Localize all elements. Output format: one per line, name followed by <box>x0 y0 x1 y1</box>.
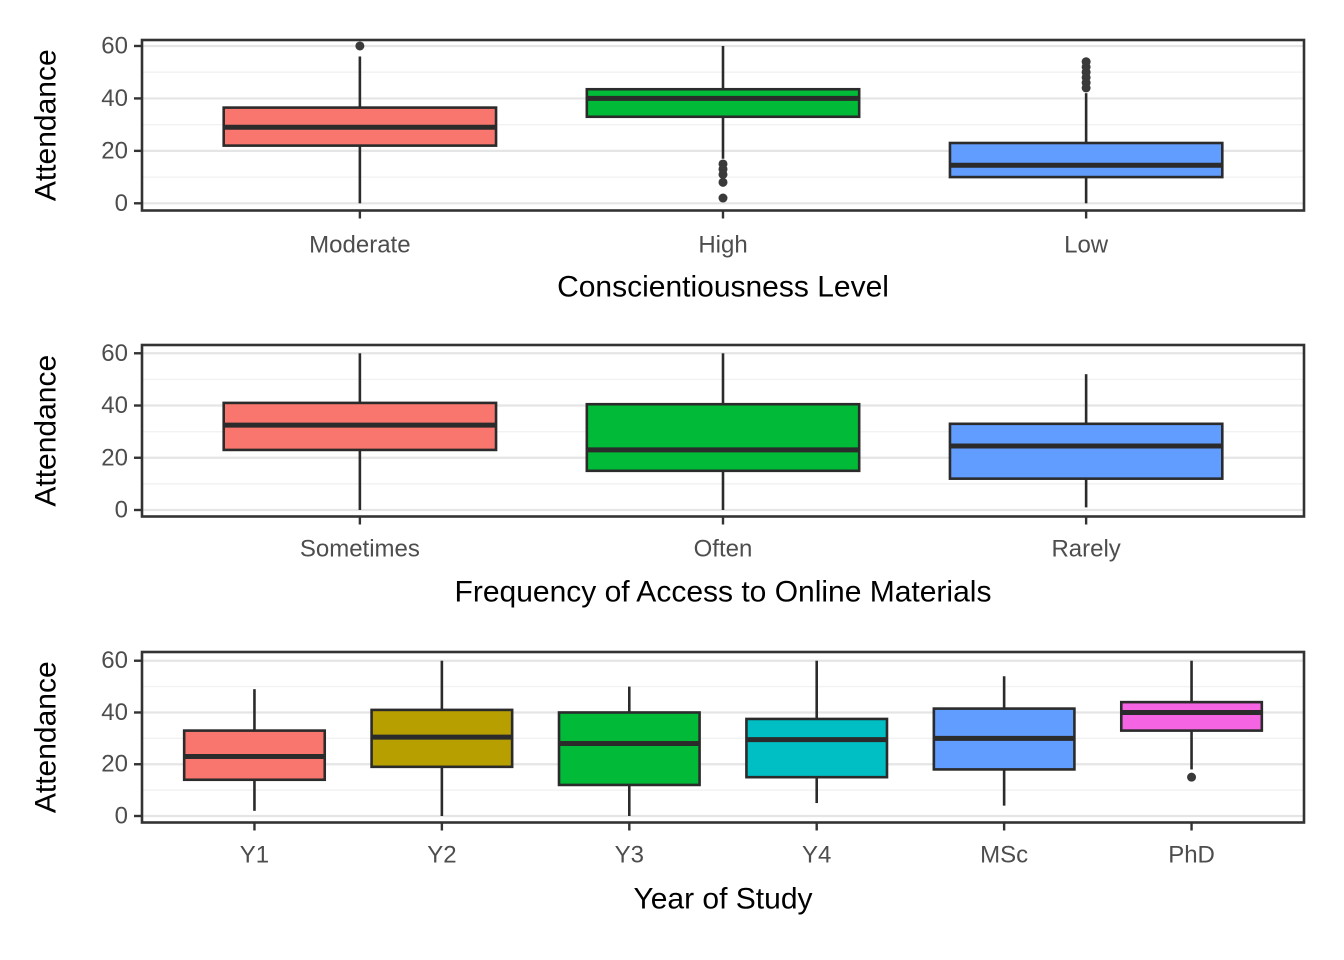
x-tick-label-low: Low <box>1064 232 1109 259</box>
x-tick-label-y2: Y2 <box>427 842 456 869</box>
x-axis-title-year-of-study: Year of Study <box>633 883 812 916</box>
outlier-point-high <box>718 169 728 179</box>
x-tick-label-moderate: Moderate <box>309 232 410 259</box>
x-tick-label-high: High <box>698 232 747 259</box>
box-high <box>585 87 861 119</box>
y-tick-label-0: 0 <box>115 803 128 830</box>
y-tick-label-0: 0 <box>115 190 128 217</box>
box-y3 <box>557 711 701 787</box>
y-axis-title-attendance: Attendance <box>30 661 63 813</box>
y-tick-label-40: 40 <box>101 699 128 726</box>
panel-year-of-study: Y1 Y2 Y3 Y4 MSc PhD 0 20 40 60 Year of Study Attend… <box>30 647 1306 916</box>
box-phd <box>1119 700 1264 732</box>
y-tick-label-60: 60 <box>101 32 128 59</box>
outlier-point-phd <box>1187 772 1197 782</box>
y-axis-title-attendance: Attendance <box>30 49 63 201</box>
panel-border <box>140 38 1306 212</box>
x-tick-label-sometimes: Sometimes <box>300 536 420 563</box>
x-tick-label-y4: Y4 <box>802 842 831 869</box>
y-tick-label-60: 60 <box>101 340 128 367</box>
box-low <box>948 141 1224 179</box>
panel-online-materials-access: Sometimes Often Rarely 0 20 40 60 Frequency of … <box>30 340 1306 609</box>
y-axis-title-attendance: Attendance <box>30 355 63 507</box>
x-tick-label-often: Often <box>694 536 753 563</box>
y-tick-label-0: 0 <box>115 497 128 524</box>
outlier-point-low <box>1081 83 1091 93</box>
y-tick-label-20: 20 <box>101 751 128 778</box>
x-tick-label-phd: PhD <box>1168 842 1215 869</box>
outlier-point-high <box>718 193 728 203</box>
outlier-point-high <box>718 177 728 187</box>
box-y4 <box>745 717 889 779</box>
x-axis-title-online-materials-access: Frequency of Access to Online Materials <box>455 576 992 609</box>
y-tick-label-60: 60 <box>101 647 128 674</box>
x-tick-label-y1: Y1 <box>240 842 269 869</box>
y-tick-label-40: 40 <box>101 392 128 419</box>
panel-border <box>140 343 1306 518</box>
y-tick-label-20: 20 <box>101 137 128 164</box>
y-tick-label-20: 20 <box>101 444 128 471</box>
x-tick-label-y3: Y3 <box>615 842 644 869</box>
x-tick-label-rarely: Rarely <box>1051 536 1120 563</box>
panel-conscientiousness: Moderate High Low 0 20 40 60 Conscientiousness … <box>30 32 1306 304</box>
panel-border <box>140 650 1306 824</box>
x-tick-label-msc: MSc <box>980 842 1028 869</box>
y-tick-label-40: 40 <box>101 85 128 112</box>
outlier-point-moderate <box>355 41 365 51</box>
box-rarely <box>948 422 1224 480</box>
box-often <box>585 402 861 473</box>
x-axis-title-conscientiousness: Conscientiousness Level <box>557 271 889 304</box>
